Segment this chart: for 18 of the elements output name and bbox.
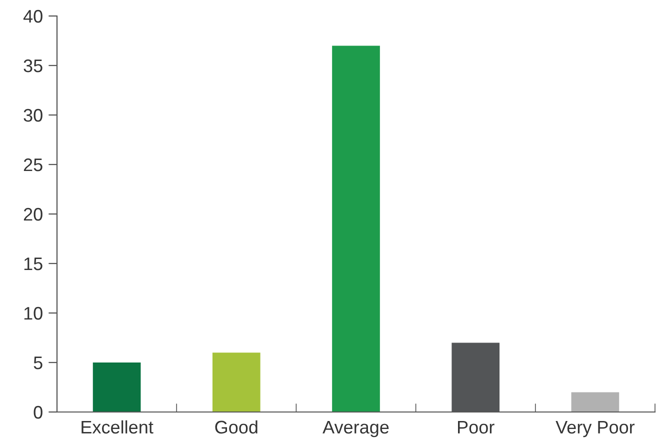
y-tick-label: 5: [34, 356, 42, 370]
bar: [92, 362, 141, 412]
y-tick-label: 20: [24, 208, 42, 221]
x-tick-label: Poor: [458, 420, 494, 434]
x-tick-label: Excellent: [82, 420, 154, 434]
y-tick-label: 25: [24, 158, 42, 172]
bar: [212, 352, 260, 412]
x-tick-label: Average: [322, 420, 389, 438]
y-tick-label: 30: [24, 108, 42, 122]
y-tick-label: 10: [24, 306, 42, 320]
y-tick-label: 40: [23, 10, 42, 23]
x-tick-label: Very Poor: [556, 420, 635, 438]
y-tick-label: 0: [34, 406, 42, 419]
y-tick-label: 15: [24, 258, 42, 270]
x-tick-label: Good: [215, 420, 258, 434]
y-tick-label: 35: [24, 59, 42, 72]
bar: [332, 46, 380, 412]
bar: [571, 392, 620, 412]
